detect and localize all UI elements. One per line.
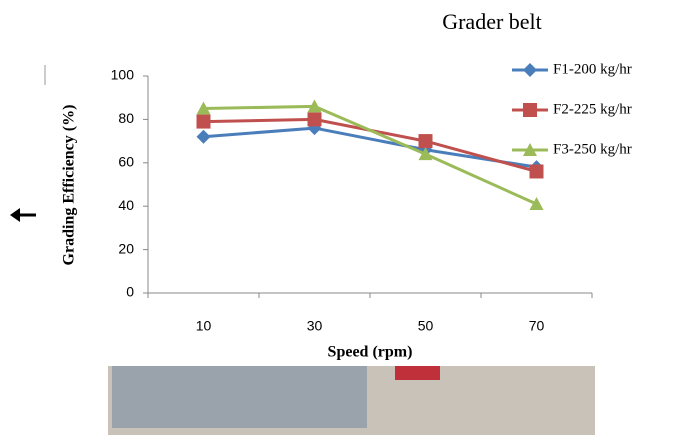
photo-box: [112, 366, 367, 428]
x-tick-label: 70: [529, 318, 545, 334]
y-tick-label: 40: [118, 197, 134, 213]
x-tick-label: 30: [307, 318, 323, 334]
data-point: [308, 112, 322, 126]
arrow-head: [10, 208, 20, 222]
data-point: [530, 197, 544, 210]
y-tick-label: 100: [111, 67, 135, 83]
legend-marker: [523, 63, 537, 77]
series-line: [204, 128, 537, 167]
legend-label: F1-200 kg/hr: [553, 61, 632, 77]
y-tick-label: 20: [118, 240, 134, 256]
legend-label: F2-225 kg/hr: [553, 101, 632, 117]
legend-label: F3-250 kg/hr: [553, 141, 632, 157]
chart: Grader belt Speed (rpm) Grading Efficien…: [0, 0, 685, 435]
series-line: [204, 119, 537, 171]
y-tick-label: 60: [118, 154, 134, 170]
page: Grader belt Speed (rpm) Grading Efficien…: [0, 0, 685, 435]
data-point: [419, 134, 433, 148]
data-point: [197, 130, 211, 144]
legend-marker: [523, 103, 537, 117]
data-point: [530, 164, 544, 178]
photo-object: [395, 366, 440, 380]
x-tick-label: 10: [196, 318, 212, 334]
header-title: Grader belt: [442, 9, 542, 34]
x-axis-label: Speed (rpm): [328, 344, 413, 361]
y-tick-label: 0: [126, 284, 134, 300]
y-axis-label: Grading Efficiency (%): [61, 105, 78, 266]
data-point: [197, 115, 211, 129]
x-tick-label: 50: [418, 318, 434, 334]
y-tick-label: 80: [118, 110, 134, 126]
